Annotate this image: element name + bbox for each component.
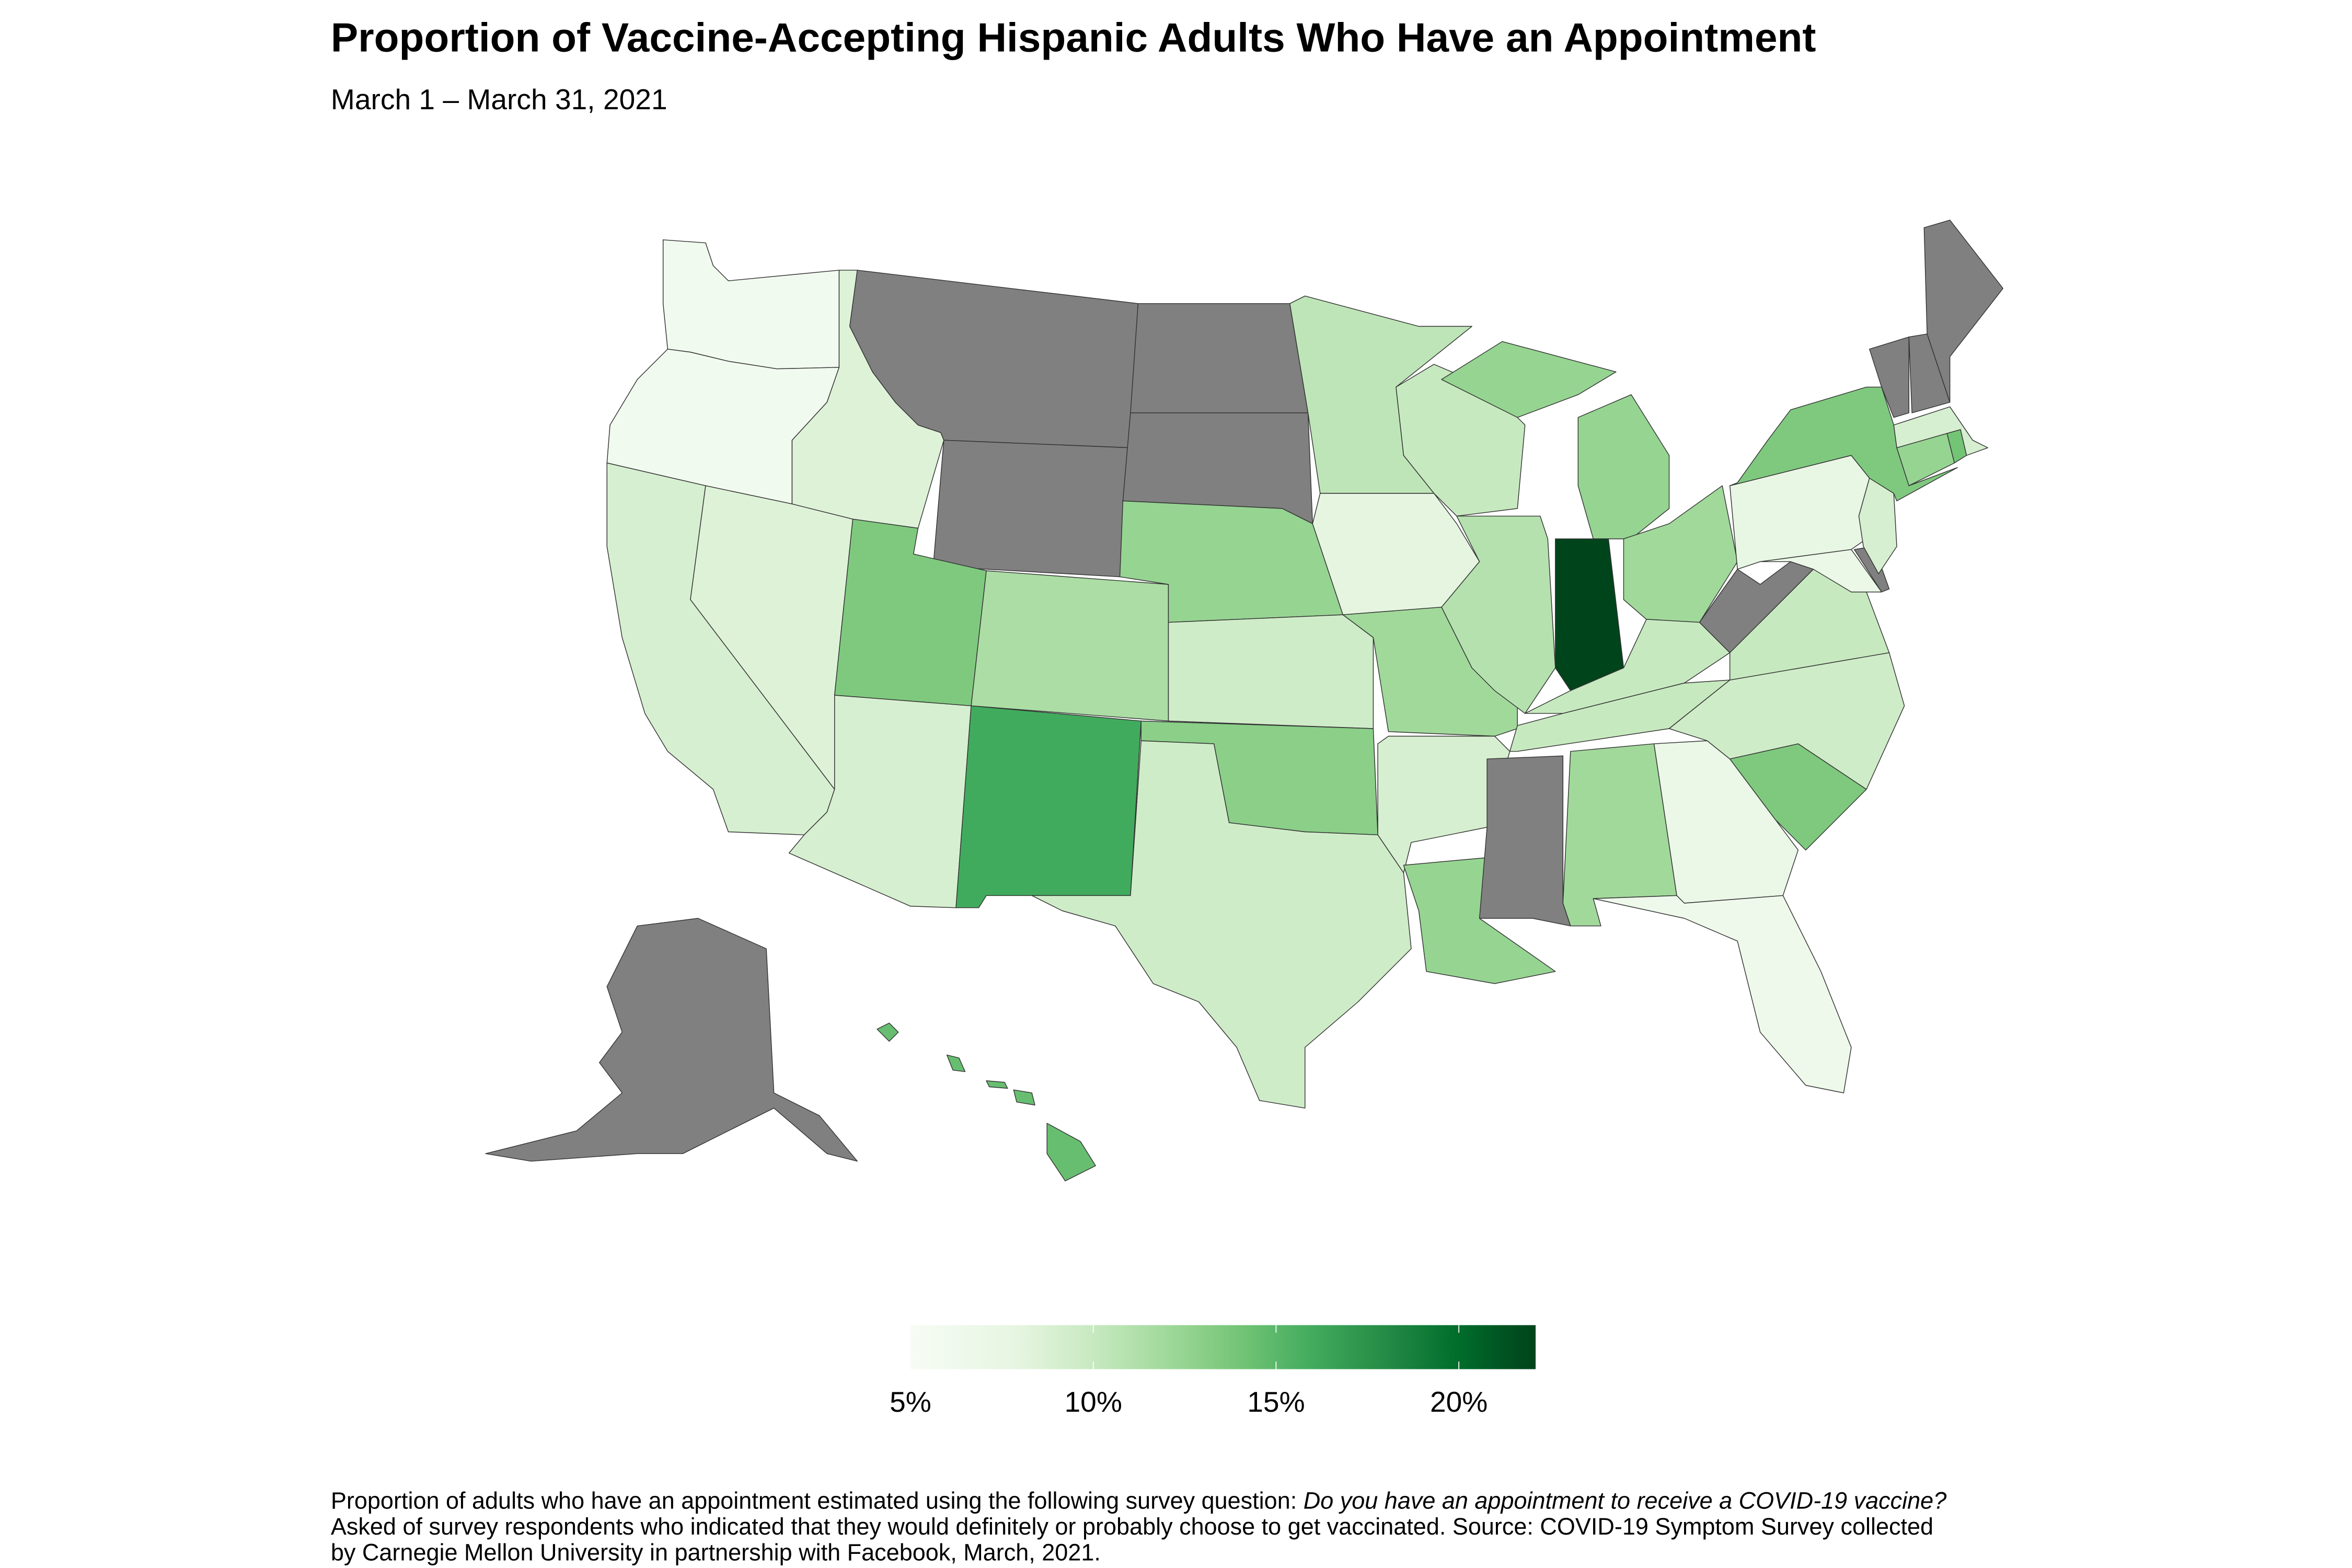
state-ar — [1377, 735, 1511, 873]
state-il — [1441, 515, 1556, 714]
legend-tick-label: 20% — [1430, 1386, 1488, 1418]
state-wy — [932, 440, 1131, 578]
state-tx — [1031, 740, 1412, 1109]
legend-tick-label: 15% — [1247, 1386, 1305, 1418]
state-hi — [946, 1054, 966, 1073]
state-nc — [1668, 652, 1905, 790]
map-title: Proportion of Vaccine-Accepting Hispanic… — [331, 15, 1816, 61]
state-ak — [485, 918, 858, 1162]
state-fl — [1593, 895, 1852, 1093]
state-in — [1555, 538, 1624, 691]
color-legend: 5% 10% 15% 20% — [890, 1325, 1536, 1418]
state-me — [1923, 220, 2003, 403]
state-ms — [1479, 755, 1571, 927]
state-ma — [1893, 406, 1988, 456]
legend-tick-label: 10% — [1064, 1386, 1122, 1418]
legend-tick-label: 5% — [890, 1386, 931, 1418]
footnote-line-1: Proportion of adults who have an appoint… — [331, 1488, 1946, 1514]
us-map — [485, 220, 2003, 1182]
state-hi — [1013, 1089, 1035, 1105]
state-hi — [1046, 1123, 1096, 1182]
footnote-line-2: Asked of survey respondents who indicate… — [331, 1513, 1933, 1540]
state-oh — [1623, 485, 1738, 623]
state-mi — [1577, 394, 1670, 539]
state-vt — [1869, 336, 1909, 418]
state-mi — [1441, 341, 1617, 418]
footnote-line-3: by Carnegie Mellon University in partner… — [331, 1539, 1101, 1565]
state-hi — [986, 1080, 1008, 1089]
map-subtitle: March 1 – March 31, 2021 — [331, 83, 667, 116]
state-nm — [955, 705, 1142, 908]
state-ks — [1168, 614, 1374, 729]
state-hi — [877, 1022, 899, 1042]
state-co — [971, 570, 1169, 722]
state-nd — [1130, 303, 1309, 413]
legend-colorbar — [910, 1325, 1536, 1369]
state-wa — [662, 239, 840, 370]
state-tn — [1509, 679, 1731, 752]
